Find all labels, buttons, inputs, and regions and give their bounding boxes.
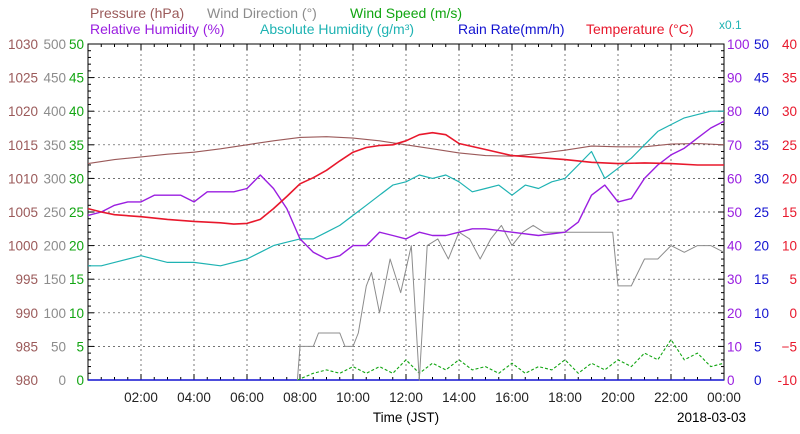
y-tick-temp: 5 (789, 272, 797, 287)
y-tick-wspd: 10 (69, 306, 84, 321)
x-tick-label: 08:00 (283, 390, 317, 405)
x-tick-label: 16:00 (495, 390, 529, 405)
y-tick-wspd: 5 (76, 339, 84, 354)
y-tick-temp: 0 (789, 306, 797, 321)
y-tick-wspd: 0 (76, 373, 84, 388)
y-tick-rh: 10 (727, 339, 742, 354)
y-tick-pressure: 1000 (8, 239, 38, 254)
y-tick-rh: 80 (727, 104, 742, 119)
y-tick-temp: 35 (782, 71, 797, 86)
y-tick-wdir: 50 (51, 339, 66, 354)
legend-scale-note: x0.1 (719, 18, 742, 32)
y-tick-wdir: 400 (43, 104, 66, 119)
legend-wind-speed: Wind Speed (m/s) (350, 5, 462, 21)
y-tick-rain: 40 (754, 104, 769, 119)
y-tick-pressure: 1010 (8, 171, 38, 186)
y-tick-wspd: 40 (69, 104, 84, 119)
y-tick-wdir: 0 (58, 373, 66, 388)
y-tick-wdir: 500 (43, 37, 66, 52)
x-tick-label: 22:00 (654, 390, 688, 405)
y-tick-temp: 25 (782, 138, 797, 153)
y-tick-wdir: 300 (43, 171, 66, 186)
y-tick-temp: -10 (777, 373, 797, 388)
y-tick-wspd: 25 (69, 205, 84, 220)
legend-rain-rate: Rain Rate(mm/h) (458, 21, 565, 37)
y-tick-rain: 0 (754, 373, 762, 388)
y-tick-rh: 0 (727, 373, 735, 388)
x-axis-label: Time (JST) (373, 410, 439, 425)
y-tick-pressure: 1025 (8, 71, 38, 86)
series-wdir (296, 224, 725, 381)
y-tick-pressure: 980 (15, 373, 38, 388)
y-tick-temp: 15 (782, 205, 797, 220)
x-tick-label: 14:00 (442, 390, 476, 405)
y-tick-pressure: 995 (15, 272, 38, 287)
series-temp (87, 131, 724, 225)
x-tick-label: 18:00 (548, 390, 582, 405)
legend-absolute-humidity: Absolute Humidity (g/m³) (260, 21, 414, 37)
y-tick-rain: 15 (754, 272, 769, 287)
series-layer (87, 110, 725, 381)
y-tick-pressure: 990 (15, 306, 38, 321)
y-tick-pressure: 985 (15, 339, 38, 354)
legend-temperature: Temperature (°C) (586, 21, 694, 37)
x-tick-label: 20:00 (601, 390, 635, 405)
date-label: 2018-03-03 (677, 410, 746, 425)
series-wspd (297, 339, 725, 381)
y-tick-rh: 60 (727, 171, 742, 186)
y-tick-rain: 20 (754, 239, 769, 254)
y-tick-rh: 50 (727, 205, 742, 220)
x-tick-label: 02:00 (124, 390, 158, 405)
y-tick-wdir: 350 (43, 138, 66, 153)
y-tick-pressure: 1020 (8, 104, 38, 119)
y-tick-temp: −5 (782, 339, 797, 354)
y-tick-wspd: 20 (69, 239, 84, 254)
y-tick-wspd: 45 (69, 71, 84, 86)
y-tick-rain: 35 (754, 138, 769, 153)
y-tick-wspd: 50 (69, 37, 84, 52)
series-pressure (87, 136, 725, 165)
x-tick-label: 04:00 (177, 390, 211, 405)
x-tick-label: 06:00 (230, 390, 264, 405)
series-rh (87, 120, 725, 260)
y-tick-rh: 100 (727, 37, 750, 52)
y-tick-rh: 40 (727, 239, 742, 254)
legend-pressure: Pressure (hPa) (90, 5, 184, 21)
x-tick-label: 12:00 (389, 390, 423, 405)
y-tick-rain: 45 (754, 71, 769, 86)
y-tick-temp: 30 (782, 104, 797, 119)
y-axes: 9809859909951000100510101015102010251030… (8, 37, 797, 388)
y-tick-wspd: 30 (69, 171, 84, 186)
y-tick-rain: 30 (754, 171, 769, 186)
legend-relative-humidity: Relative Humidity (%) (90, 21, 225, 37)
y-tick-wspd: 15 (69, 272, 84, 287)
legend-wind-direction: Wind Direction (°) (207, 5, 317, 21)
x-tick-label: 10:00 (336, 390, 370, 405)
y-tick-rh: 20 (727, 306, 742, 321)
series-ah (88, 110, 724, 267)
y-tick-temp: 10 (782, 239, 797, 254)
y-tick-wdir: 150 (43, 272, 66, 287)
y-tick-rain: 25 (754, 205, 769, 220)
y-tick-wdir: 200 (43, 239, 66, 254)
y-tick-temp: 40 (782, 37, 797, 52)
y-tick-rain: 50 (754, 37, 769, 52)
x-axis: 02:00 04:00 06:00 08:00 10:00 12:00 14:00 16:00… (124, 390, 741, 405)
y-tick-rh: 90 (727, 71, 742, 86)
y-tick-rh: 70 (727, 138, 742, 153)
x-tick-label: 00:00 (707, 390, 741, 405)
y-tick-rh: 30 (727, 272, 742, 287)
y-tick-temp: 20 (782, 171, 797, 186)
y-tick-wdir: 250 (43, 205, 66, 220)
y-tick-wdir: 100 (43, 306, 66, 321)
y-tick-rain: 10 (754, 306, 769, 321)
y-tick-wspd: 35 (69, 138, 84, 153)
y-tick-pressure: 1015 (8, 138, 38, 153)
y-tick-pressure: 1005 (8, 205, 38, 220)
y-tick-rain: 5 (754, 339, 762, 354)
y-tick-wdir: 450 (43, 71, 66, 86)
y-tick-pressure: 1030 (8, 37, 38, 52)
